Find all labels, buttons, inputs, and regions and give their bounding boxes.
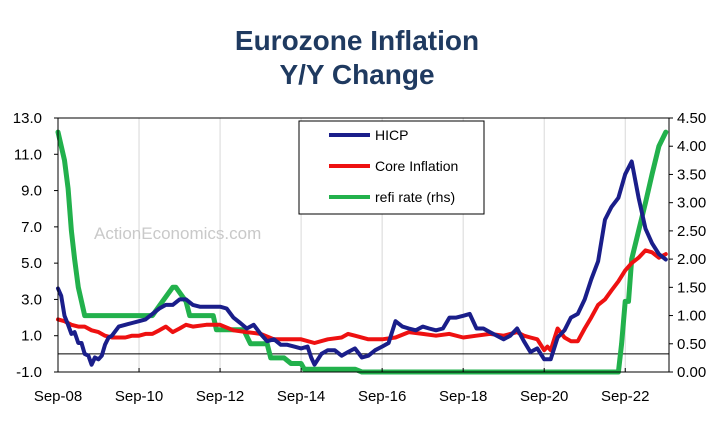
plot-frame [57, 117, 670, 373]
y-right-tick-label: 3.50 [677, 166, 706, 183]
y-left-tick-label: 5.0 [21, 255, 42, 272]
series-line-refi-rate-rhs [55, 129, 669, 375]
x-tick-label: Sep-18 [439, 388, 487, 405]
y-right-tick-label: 4.00 [677, 138, 706, 155]
axes: Sep-08 Sep-10 Sep-12 Sep-14 Sep-16 Sep-18 Sep-… [13, 110, 706, 405]
y-left-tick-label: 11.0 [14, 146, 42, 163]
chart-title-line-2: Y/Y Change [279, 59, 435, 90]
y-right-tick-label: 2.00 [677, 251, 706, 268]
x-tick-label: Sep-16 [358, 388, 406, 405]
y-left-tick-label: 7.0 [21, 219, 42, 236]
y-right-tick-label: 3.00 [677, 195, 706, 212]
watermark-text: ActionEconomics.com [94, 224, 261, 243]
series-lines [55, 129, 669, 375]
chart-title: Eurozone Inflation Y/Y Change [0, 24, 714, 92]
y-left-tick-label: 1.0 [21, 328, 42, 345]
y-left-tick-label: 9.0 [21, 183, 42, 200]
y-right-tick-label: 0.00 [677, 364, 706, 381]
x-tick-label: Sep-22 [601, 388, 649, 405]
y-right-tick-label: 0.50 [677, 336, 706, 353]
series-line-hicp [56, 159, 668, 367]
legend-label: refi rate (rhs) [375, 189, 455, 205]
y-right-tick-label: 2.50 [677, 223, 706, 240]
chart-title-line-1: Eurozone Inflation [234, 25, 480, 56]
y-right-tick-label: 4.50 [677, 110, 706, 127]
y-right-tick-label: 1.50 [677, 279, 706, 296]
series-line-core-inflation [56, 248, 668, 353]
y-left-tick-label: -1.0 [16, 364, 42, 381]
y-left-tick-label: 13.0 [13, 110, 42, 127]
x-tick-label: Sep-10 [115, 388, 163, 405]
x-tick-label: Sep-14 [277, 388, 325, 405]
x-tick-label: Sep-20 [520, 388, 568, 405]
legend: HICP Core Inflation refi rate (rhs) [298, 120, 485, 215]
x-tick-label: Sep-08 [34, 388, 82, 405]
legend-label: HICP [375, 127, 408, 143]
x-tick-label: Sep-12 [196, 388, 244, 405]
y-left-tick-label: 3.0 [21, 291, 42, 308]
legend-label: Core Inflation [375, 158, 458, 174]
y-right-tick-label: 1.00 [677, 308, 706, 325]
